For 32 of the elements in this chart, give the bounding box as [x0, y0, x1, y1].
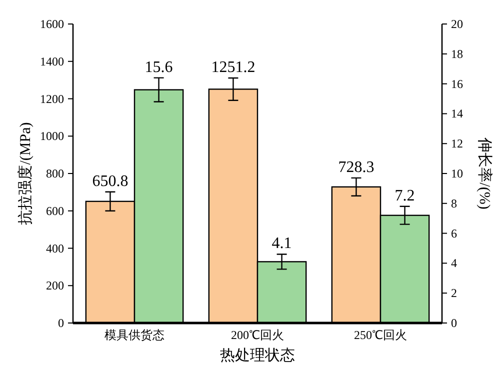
- x-tick-label: 模具供货态: [104, 328, 164, 342]
- y-tick-label: 1000: [40, 129, 64, 144]
- y-tick-label: 600: [46, 204, 64, 218]
- y2-tick-label: 0: [451, 316, 457, 330]
- y-tick-label: 1600: [40, 17, 64, 31]
- y2-tick-label: 2: [451, 286, 457, 300]
- y-tick-label: 1400: [40, 54, 64, 68]
- y2-tick-label: 14: [451, 106, 463, 121]
- y-tick-label: 200: [46, 278, 64, 293]
- y2-tick-label: 6: [451, 226, 457, 240]
- x-tick-label: 250℃回火: [354, 328, 407, 342]
- y2-axis-title: 伸长率/(%): [476, 136, 493, 210]
- y2-tick-label: 20: [451, 17, 463, 31]
- y-axis-title: 抗拉强度/(MPa): [17, 122, 34, 225]
- y-tick-label: 800: [46, 166, 64, 180]
- y2-tick-label: 8: [451, 196, 457, 210]
- y-tick-label: 1200: [40, 92, 64, 106]
- y2-tick-label: 10: [451, 166, 463, 180]
- y2-tick-label: 18: [451, 46, 463, 61]
- y2-tick-label: 12: [451, 136, 463, 151]
- y-tick-label: 0: [58, 316, 64, 330]
- data-label: 650.8: [92, 172, 128, 190]
- data-label: 7.2: [394, 187, 415, 204]
- y2-tick-label: 4: [451, 256, 457, 270]
- y2-tick-label: 16: [451, 76, 463, 91]
- x-tick-label: 200℃回火: [231, 328, 284, 342]
- data-label: 1251.2: [211, 58, 256, 76]
- data-label: 4.1: [272, 235, 292, 252]
- x-axis-title: 热处理状态: [220, 347, 295, 364]
- y-tick-label: 400: [46, 241, 64, 256]
- data-label: 15.6: [144, 58, 173, 76]
- data-label: 728.3: [338, 158, 374, 176]
